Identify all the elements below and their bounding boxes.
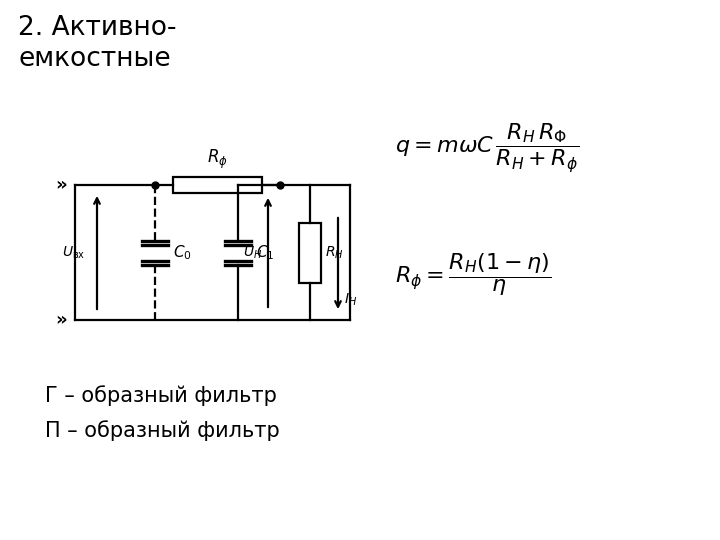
Text: $R_H$: $R_H$ [325,244,343,261]
Text: »: » [55,176,67,194]
Bar [173,177,262,193]
Text: $R_{\phi} = \dfrac{R_H(1-\eta)}{\eta}$: $R_{\phi} = \dfrac{R_H(1-\eta)}{\eta}$ [395,252,552,299]
Text: 2. Активно-
емкостные: 2. Активно- емкостные [18,15,176,72]
Text: $R_{\phi}$: $R_{\phi}$ [207,148,228,171]
Text: »: » [55,311,67,329]
Text: $C_1$: $C_1$ [256,243,274,262]
Text: $q = m\omega C\,\dfrac{R_H\, R_{\Phi}}{R_H + R_{\phi}}$: $q = m\omega C\,\dfrac{R_H\, R_{\Phi}}{R… [395,122,580,174]
Bar [299,222,321,282]
Text: Г – образный фильтр: Г – образный фильтр [45,385,277,406]
Text: П – образный фильтр: П – образный фильтр [45,420,280,441]
Text: $I_H$: $I_H$ [344,292,357,308]
Text: $U_{\rm вх}$: $U_{\rm вх}$ [62,244,85,261]
Text: $U_H$: $U_H$ [243,244,262,261]
Text: $C_0$: $C_0$ [173,243,192,262]
